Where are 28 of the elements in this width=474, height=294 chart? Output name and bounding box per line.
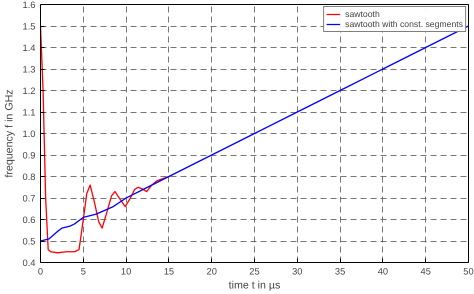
y-tick-label: 1.0 bbox=[22, 129, 36, 139]
x-tick-label: 30 bbox=[292, 266, 303, 276]
y-tick-label: 0.6 bbox=[22, 215, 36, 225]
x-tick-label: 35 bbox=[334, 266, 346, 276]
y-tick-label: 0.5 bbox=[22, 236, 36, 246]
x-tick-label: 15 bbox=[164, 266, 174, 276]
y-axis-title: frequency f in GHz bbox=[4, 89, 16, 178]
x-tick-label: 10 bbox=[120, 266, 132, 276]
y-tick-label: 1.1 bbox=[22, 108, 36, 118]
y-tick-label: 1.6 bbox=[22, 0, 36, 10]
y-tick-label: 0.9 bbox=[22, 150, 36, 160]
y-tick-label: 0.4 bbox=[22, 258, 36, 268]
x-tick-label: 45 bbox=[420, 266, 431, 276]
x-tick-label: 0 bbox=[38, 266, 44, 276]
x-axis-title: time t in µs bbox=[228, 280, 280, 292]
y-tick-label: 0.7 bbox=[22, 194, 36, 204]
legend-label: sawtooth bbox=[345, 9, 380, 19]
x-tick-label: 25 bbox=[249, 266, 260, 276]
x-tick-label: 50 bbox=[463, 266, 474, 276]
x-tick-label: 5 bbox=[80, 266, 86, 276]
y-tick-label: 1.2 bbox=[22, 86, 36, 96]
y-tick-label: 1.5 bbox=[22, 22, 36, 32]
x-tick-label: 20 bbox=[206, 266, 217, 276]
y-tick-label: 1.4 bbox=[22, 43, 36, 53]
y-tick-label: 0.8 bbox=[22, 172, 36, 182]
y-tick-label: 1.3 bbox=[22, 64, 36, 74]
legend-label: sawtooth with const. segments bbox=[345, 19, 463, 29]
x-tick-label: 40 bbox=[378, 266, 388, 276]
